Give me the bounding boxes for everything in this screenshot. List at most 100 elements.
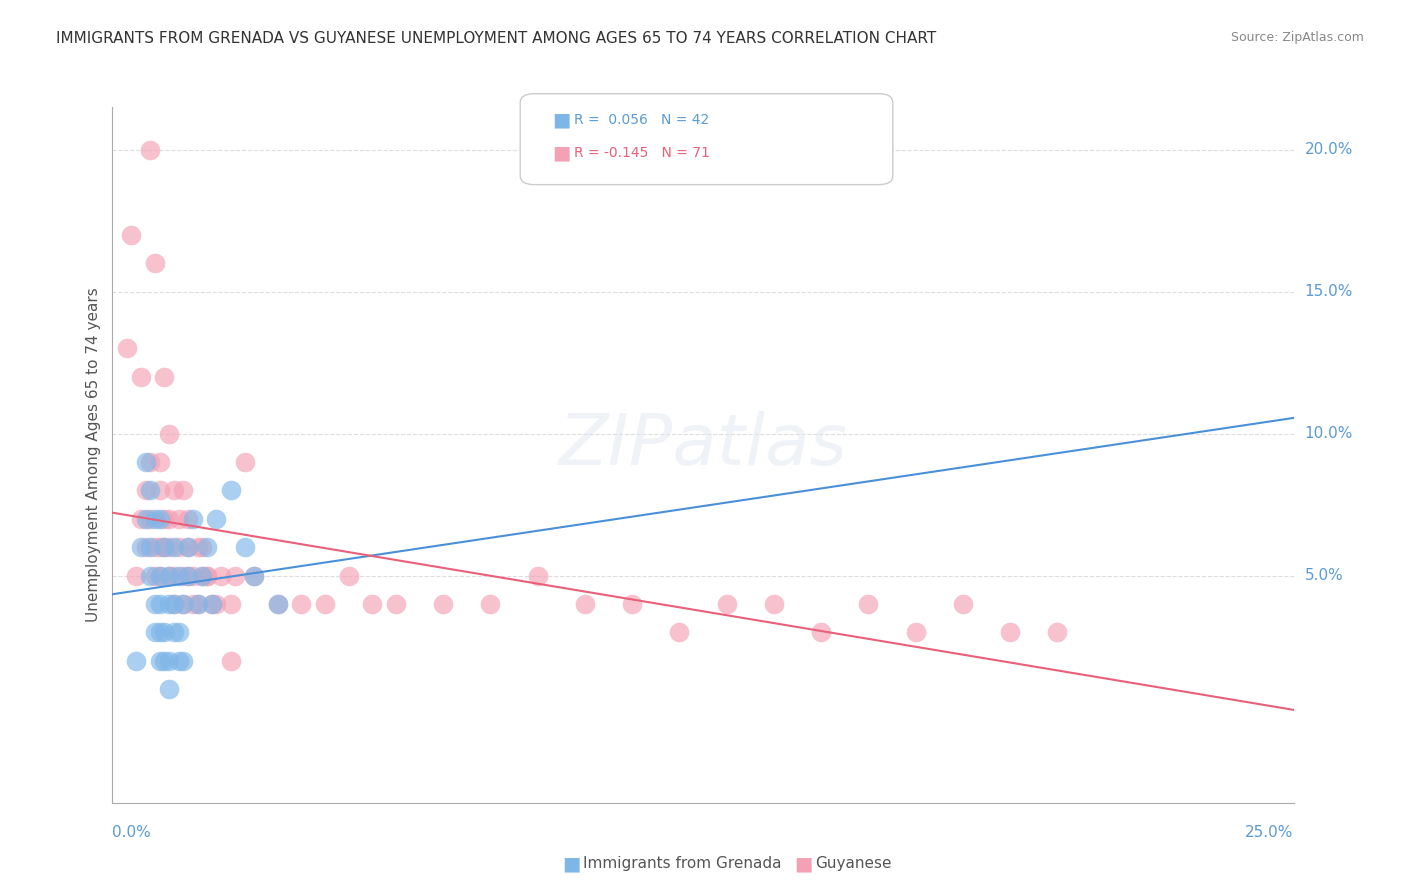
Point [181,512,204,526]
Text: IMMIGRANTS FROM GRENADA VS GUYANESE UNEMPLOYMENT AMONG AGES 65 TO 74 YEARS CORRE: IMMIGRANTS FROM GRENADA VS GUYANESE UNEM… [56,31,936,46]
Point [186,597,208,611]
Point [201,597,224,611]
Text: Source: ZipAtlas.com: Source: ZipAtlas.com [1230,31,1364,45]
Point [432,597,454,611]
Point [195,540,218,554]
Point [191,568,214,582]
Point [810,625,832,640]
Point [177,512,200,526]
Point [172,597,194,611]
Point [149,654,172,668]
Point [181,597,204,611]
Text: ZIPatlas: ZIPatlas [558,411,848,481]
Point [186,597,208,611]
Point [163,597,186,611]
Point [205,512,228,526]
Point [139,512,162,526]
Point [163,597,186,611]
Point [129,369,152,384]
Point [125,568,148,582]
Point [125,654,148,668]
Point [172,597,194,611]
Point [135,483,157,498]
Point [998,625,1021,640]
Point [201,597,224,611]
Point [209,568,232,582]
Point [139,455,162,469]
Point [177,568,200,582]
Point [157,540,180,554]
Point [153,625,176,640]
Point [314,597,336,611]
Point [149,568,172,582]
Point [157,654,180,668]
Point [163,625,186,640]
Point [172,483,194,498]
Point [233,540,256,554]
Point [163,568,186,582]
Point [167,625,190,640]
Point [904,625,927,640]
Point [167,654,190,668]
Text: ■: ■ [562,854,581,873]
Point [177,568,200,582]
Text: Immigrants from Grenada: Immigrants from Grenada [583,856,782,871]
Point [668,625,690,640]
Point [361,597,384,611]
Point [177,540,200,554]
Point [205,597,228,611]
Point [195,568,218,582]
Point [143,568,166,582]
Point [149,512,172,526]
Text: ■: ■ [553,144,571,163]
Point [143,597,166,611]
Point [135,512,157,526]
Point [952,597,974,611]
Point [139,143,162,157]
Point [139,568,162,582]
Point [143,512,166,526]
Point [135,455,157,469]
Point [157,682,180,697]
Point [858,597,880,611]
Point [181,568,204,582]
Point [716,597,738,611]
Point [574,597,596,611]
Point [149,568,172,582]
Point [153,540,176,554]
Point [243,568,266,582]
Point [149,540,172,554]
Point [157,512,180,526]
Point [172,568,194,582]
Text: 5.0%: 5.0% [1305,568,1343,583]
Point [153,512,176,526]
Text: ■: ■ [553,111,571,130]
Point [129,540,152,554]
Point [385,597,408,611]
Point [219,654,242,668]
Point [191,568,214,582]
Point [191,540,214,554]
Y-axis label: Unemployment Among Ages 65 to 74 years: Unemployment Among Ages 65 to 74 years [86,287,101,623]
Point [195,568,218,582]
Point [139,540,162,554]
Point [153,654,176,668]
Text: R = -0.145   N = 71: R = -0.145 N = 71 [574,146,710,161]
Point [233,455,256,469]
Text: 25.0%: 25.0% [1246,825,1294,840]
Point [149,597,172,611]
Point [186,540,208,554]
Point [224,568,246,582]
Point [143,256,166,270]
Point [163,540,186,554]
Point [219,597,242,611]
Point [526,568,548,582]
Point [149,483,172,498]
Point [135,540,157,554]
Point [139,483,162,498]
Point [172,654,194,668]
Point [129,512,152,526]
Text: ■: ■ [794,854,813,873]
Point [762,597,785,611]
Point [157,568,180,582]
